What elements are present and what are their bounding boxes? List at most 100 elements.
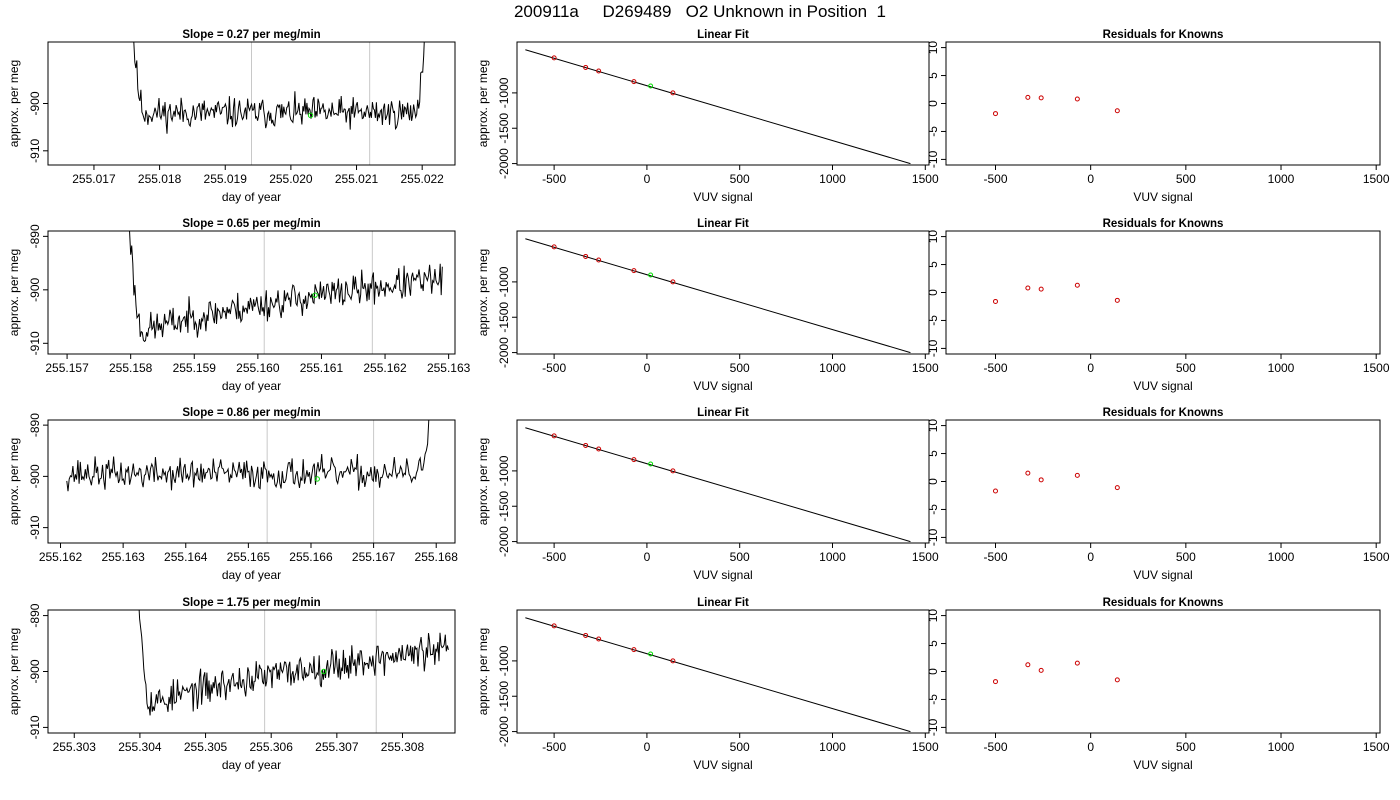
fit-line: [525, 427, 911, 543]
y-tick-label: -2000: [497, 337, 511, 368]
panel-r2-c1: 255.157 255.158 255.159 255.160 255.161 255.1…: [7, 218, 471, 393]
x-tick-label: 255.167: [352, 550, 396, 564]
known-point: [583, 442, 589, 448]
panel-title: Linear Fit: [697, 218, 749, 230]
x-tick-label: 255.022: [400, 172, 444, 186]
x-tick-label: 255.306: [249, 740, 293, 754]
panel-r1-c3: -500 0 500 1000 1500 -10 -5 0 5 10 Residuals for K…: [926, 29, 1390, 204]
x-tick-label: 255.165: [227, 550, 271, 564]
x-tick-label: 255.163: [427, 361, 471, 375]
plot-area: [138, 610, 449, 733]
known-point: [583, 632, 589, 638]
unknown-point: [321, 668, 327, 675]
residual-point: [1038, 286, 1044, 292]
y-tick-label: -5: [926, 126, 940, 137]
residual-point: [1074, 472, 1080, 478]
y-tick-label: -900: [28, 91, 42, 115]
unknown-point: [307, 112, 314, 119]
x-axis-label: VUV signal: [693, 190, 752, 204]
panel-r4-c1: 255.303 255.304 255.305 255.306 255.307 255.3…: [7, 597, 456, 772]
plot-frame: [945, 419, 1381, 544]
known-point: [583, 253, 589, 259]
x-tick-label: 255.020: [269, 172, 313, 186]
plot-frame: [945, 41, 1381, 166]
y-tick-label: 0: [926, 668, 940, 675]
panel-r4-c3: -500 0 500 1000 1500 -10 -5 0 5 10 Residuals for K…: [926, 597, 1390, 772]
x-axis-label: day of year: [222, 379, 281, 393]
y-axis-label: approx. per meg: [476, 249, 490, 336]
signal-trace: [66, 420, 430, 492]
residual-point: [1025, 470, 1031, 476]
x-tick-label: -500: [542, 550, 566, 564]
known-point: [631, 457, 637, 463]
known-point: [631, 79, 637, 85]
y-tick-label: -900: [28, 277, 42, 301]
residual-point: [992, 679, 998, 685]
residual-point: [1074, 660, 1080, 666]
y-tick-label: 10: [926, 230, 940, 244]
x-tick-label: -500: [542, 740, 566, 754]
residual-point: [1074, 282, 1080, 288]
x-tick-label: -500: [983, 172, 1007, 186]
x-tick-label: 255.021: [335, 172, 379, 186]
x-tick-label: 255.019: [204, 172, 248, 186]
y-tick-label: -910: [28, 715, 42, 739]
y-tick-label: -910: [28, 331, 42, 355]
plot-frame: [516, 609, 930, 734]
x-tick-label: 255.168: [415, 550, 459, 564]
panel-r3-c3: -500 0 500 1000 1500 -10 -5 0 5 10 Residuals for K…: [926, 407, 1390, 582]
signal-trace: [129, 231, 443, 343]
x-axis-label: VUV signal: [1133, 190, 1192, 204]
plot-area: [66, 420, 430, 543]
y-tick-label: -5: [926, 315, 940, 326]
signal-trace: [133, 42, 425, 134]
x-tick-label: 0: [644, 550, 651, 564]
x-tick-label: 1500: [1363, 740, 1390, 754]
plot-area: [992, 470, 1120, 494]
plot-area: [133, 42, 425, 165]
x-tick-label: 500: [730, 740, 750, 754]
x-tick-label: 1000: [819, 740, 846, 754]
x-tick-label: 0: [1087, 550, 1094, 564]
y-tick-label: -910: [28, 515, 42, 539]
x-axis-label: VUV signal: [1133, 568, 1192, 582]
y-axis-label: approx. per meg: [7, 628, 21, 715]
y-axis-label: approx. per meg: [7, 60, 21, 147]
residual-point: [1025, 94, 1031, 100]
unknown-point: [312, 292, 318, 298]
x-tick-label: 1000: [819, 550, 846, 564]
x-tick-label: 255.162: [39, 550, 83, 564]
unknown-point: [648, 461, 654, 467]
panel-title: Residuals for Knowns: [1103, 597, 1224, 609]
fit-line: [525, 49, 911, 165]
plot-area: [992, 94, 1120, 117]
plot-area: [129, 231, 443, 354]
y-tick-label: -900: [28, 659, 42, 683]
x-tick-label: -500: [983, 361, 1007, 375]
x-tick-label: 0: [644, 361, 651, 375]
x-tick-label: 1500: [1363, 361, 1390, 375]
y-tick-label: -2000: [497, 716, 511, 747]
y-tick-label: -1500: [497, 302, 511, 333]
y-tick-label: -10: [926, 528, 940, 546]
y-tick-label: -1000: [497, 77, 511, 108]
x-axis-label: day of year: [222, 758, 281, 772]
y-tick-label: -1000: [497, 455, 511, 486]
residual-point: [1074, 96, 1080, 102]
y-tick-label: -5: [926, 504, 940, 515]
y-tick-label: -10: [926, 339, 940, 357]
residual-point: [1114, 485, 1120, 491]
y-tick-label: 5: [926, 261, 940, 268]
fit-line: [525, 617, 911, 733]
panel-r3-c2: -500 0 500 1000 1500 -1000 -1500 -2000 Linear Fi…: [476, 407, 939, 582]
y-tick-label: -10: [926, 718, 940, 736]
residual-point: [992, 298, 998, 304]
panel-title: Linear Fit: [697, 407, 749, 419]
panel-r2-c2: -500 0 500 1000 1500 -1000 -1500 -2000 Linear Fi…: [476, 218, 939, 393]
plot-frame: [47, 419, 456, 544]
x-axis-label: VUV signal: [693, 379, 752, 393]
x-tick-label: 500: [1176, 172, 1196, 186]
plot-area: [525, 427, 911, 543]
x-axis-label: VUV signal: [1133, 379, 1192, 393]
figure-title: 200911a D269489 O2 Unknown in Position 1: [513, 2, 887, 21]
